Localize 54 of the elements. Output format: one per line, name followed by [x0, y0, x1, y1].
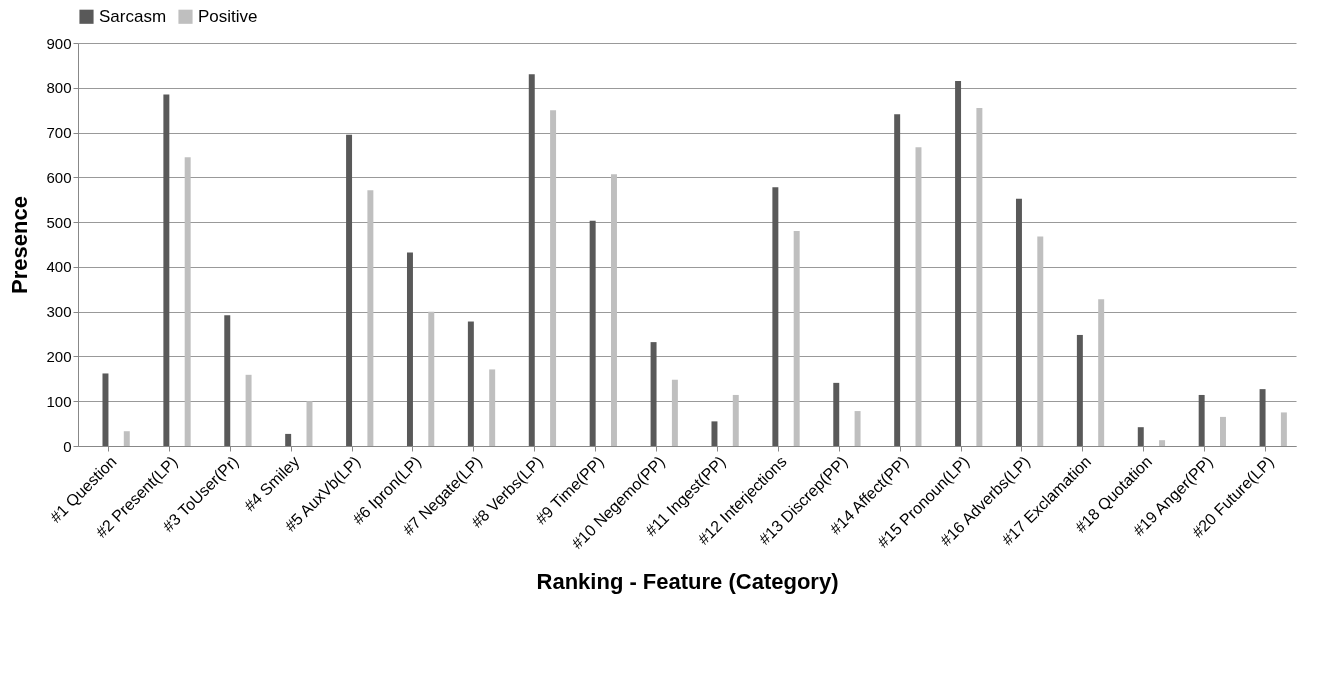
legend-label: Positive — [198, 6, 258, 26]
bar — [894, 114, 901, 446]
y-tick-label: 700 — [46, 124, 72, 142]
bar — [1076, 334, 1083, 446]
y-tick-label: 300 — [46, 303, 72, 321]
bar — [671, 379, 678, 446]
bar — [772, 187, 779, 446]
bar — [1137, 427, 1144, 446]
bar — [163, 94, 170, 446]
bar — [528, 74, 535, 446]
bar — [285, 433, 292, 446]
y-axis-title: Presence — [7, 196, 33, 294]
bar — [711, 421, 718, 446]
bar — [550, 110, 557, 446]
bar — [224, 315, 231, 446]
bar — [650, 342, 657, 446]
bar — [1198, 394, 1205, 446]
bar — [346, 134, 353, 446]
legend-label: Sarcasm — [99, 6, 167, 26]
bar — [854, 411, 861, 446]
bar — [1159, 440, 1166, 446]
bar — [589, 220, 596, 446]
bar — [1280, 412, 1287, 446]
bar — [833, 382, 840, 446]
bar — [955, 81, 962, 446]
y-tick-label: 800 — [46, 79, 72, 97]
bar — [184, 157, 191, 446]
bar — [793, 231, 800, 446]
bar — [406, 252, 413, 446]
bar — [732, 394, 739, 446]
bar — [915, 147, 922, 446]
bar — [1220, 416, 1226, 446]
bar — [102, 373, 109, 446]
bar — [367, 190, 374, 446]
bar — [123, 431, 130, 446]
y-tick-label: 0 — [63, 437, 72, 455]
bar — [428, 311, 435, 446]
bar — [976, 107, 983, 446]
bar — [1259, 389, 1266, 446]
bar — [1015, 198, 1022, 446]
y-tick-label: 200 — [46, 347, 72, 365]
bar — [1037, 236, 1044, 446]
bar — [1098, 299, 1105, 446]
x-axis-title: Ranking - Feature (Category) — [536, 569, 839, 595]
bar — [467, 321, 474, 446]
bar — [489, 369, 496, 446]
bar — [306, 401, 313, 446]
bar — [611, 174, 617, 446]
y-tick-label: 600 — [46, 168, 72, 186]
y-tick-label: 900 — [46, 34, 72, 52]
y-tick-label: 400 — [46, 258, 72, 276]
y-tick-label: 500 — [46, 213, 72, 231]
y-tick-label: 100 — [46, 392, 72, 410]
bar — [245, 374, 252, 446]
